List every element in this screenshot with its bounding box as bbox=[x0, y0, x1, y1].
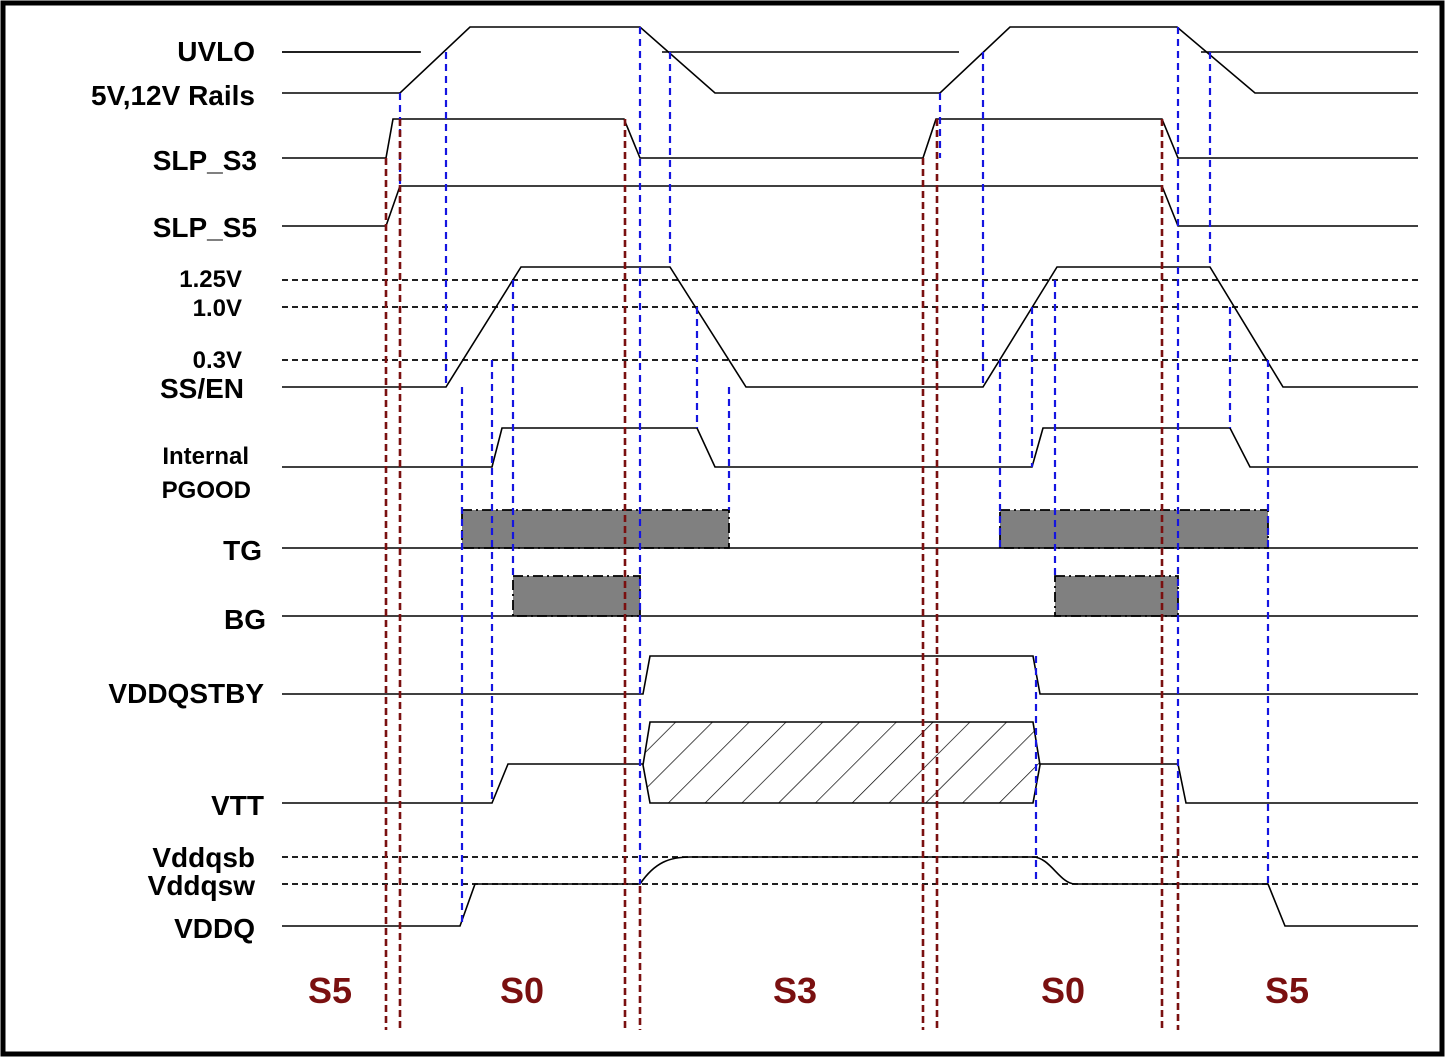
label-ss-en: SS/EN bbox=[160, 373, 244, 404]
vtt-waveform-left bbox=[282, 763, 643, 804]
vtt-waveform-right bbox=[1040, 763, 1418, 804]
bg-active-block-1 bbox=[512, 575, 641, 617]
label-vddqsw: Vddqsw bbox=[148, 870, 256, 901]
state-s5-left: S5 bbox=[308, 970, 352, 1011]
label-level-1-0v: 1.0V bbox=[193, 295, 242, 322]
label-internal: Internal bbox=[162, 443, 249, 470]
power-state-labels: S5 S0 S3 S0 S5 bbox=[308, 970, 1309, 1011]
label-bg: BG bbox=[224, 604, 266, 635]
red-state-markers bbox=[384, 119, 1180, 1030]
label-level-1-25v: 1.25V bbox=[179, 266, 242, 293]
bg-active-block-2 bbox=[1054, 575, 1179, 617]
label-level-0-3v: 0.3V bbox=[193, 347, 242, 374]
state-s0-right: S0 bbox=[1041, 970, 1085, 1011]
slp-s5-waveform bbox=[282, 185, 1418, 227]
label-vtt: VTT bbox=[211, 790, 264, 821]
label-slp-s5: SLP_S5 bbox=[153, 212, 257, 243]
label-pgood: PGOOD bbox=[162, 477, 251, 504]
label-vddqsb: Vddqsb bbox=[152, 842, 255, 873]
vddqstby-waveform bbox=[282, 655, 1418, 695]
label-tg: TG bbox=[223, 535, 262, 566]
label-vddq: VDDQ bbox=[174, 913, 255, 944]
label-slp-s3: SLP_S3 bbox=[153, 145, 257, 176]
waveforms bbox=[282, 26, 1418, 927]
tg-active-block-1 bbox=[461, 509, 730, 549]
uvlo-rails-waveform bbox=[282, 26, 1418, 94]
vtt-hatched-region bbox=[642, 721, 1041, 804]
state-s0-left: S0 bbox=[500, 970, 544, 1011]
vddq-waveform bbox=[282, 856, 1418, 927]
ss-en-waveform bbox=[282, 266, 1418, 388]
tg-active-block-2 bbox=[999, 509, 1269, 549]
blue-timing-markers bbox=[398, 27, 1270, 926]
signal-labels: UVLO 5V,12V Rails SLP_S3 SLP_S5 1.25V 1.… bbox=[91, 36, 266, 944]
state-s5-right: S5 bbox=[1265, 970, 1309, 1011]
pgood-waveform bbox=[282, 427, 1418, 468]
label-uvlo: UVLO bbox=[177, 36, 255, 67]
gate-blocks bbox=[461, 509, 1269, 617]
state-s3: S3 bbox=[773, 970, 817, 1011]
label-vddqstby: VDDQSTBY bbox=[108, 678, 264, 709]
label-rails: 5V,12V Rails bbox=[91, 80, 255, 111]
slp-s3-waveform bbox=[282, 118, 1418, 159]
